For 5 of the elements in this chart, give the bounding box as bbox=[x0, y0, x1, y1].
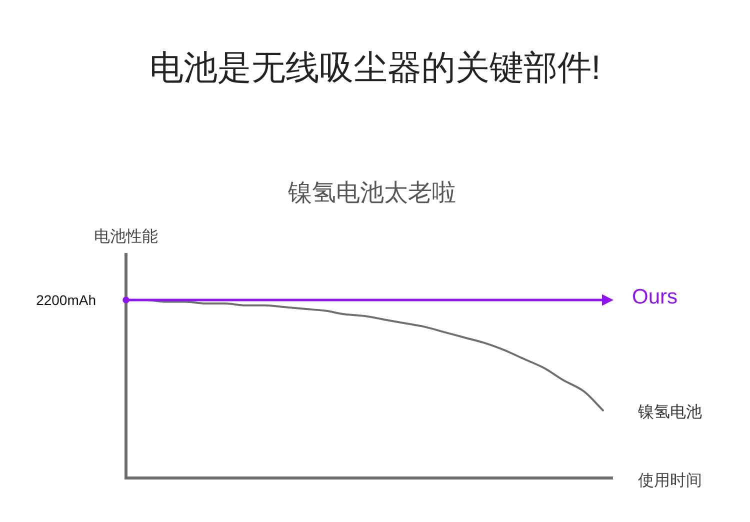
title: 电池是无线吸尘器的关键部件! bbox=[149, 49, 601, 87]
subtitle: 镍氢电池太老啦 bbox=[288, 180, 456, 206]
annotation: 2200mAh bbox=[36, 292, 96, 308]
xlabel: 使用时间 bbox=[638, 472, 702, 490]
ylabel: 电池性能 bbox=[94, 228, 158, 246]
